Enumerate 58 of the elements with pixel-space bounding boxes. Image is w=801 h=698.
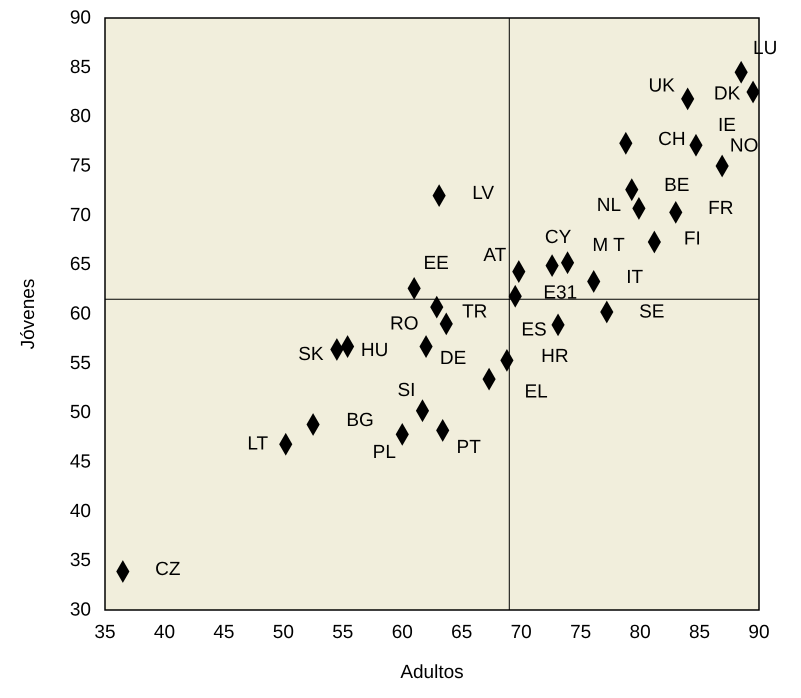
x-tick-label: 65	[451, 622, 472, 643]
y-axis-title: Jóvenes	[18, 278, 39, 350]
y-tick-label: 45	[70, 452, 91, 472]
annotation: SE	[639, 302, 664, 323]
annotation: EE	[423, 252, 449, 274]
y-tick-label: 65	[70, 254, 91, 276]
x-tick-label: 40	[154, 622, 176, 643]
annotation: FI	[684, 228, 701, 250]
annotation: RO	[390, 313, 419, 334]
y-tick-label: 75	[70, 156, 91, 176]
annotation: LT	[247, 434, 269, 455]
y-tick-label: 55	[70, 352, 91, 374]
annotation: AT	[483, 245, 507, 266]
y-tick-label: 50	[70, 402, 91, 424]
annotation: HU	[360, 340, 388, 362]
annotation: IE	[718, 114, 736, 136]
y-tick-label: 35	[70, 550, 91, 572]
annotation: M T	[592, 235, 626, 256]
y-tick-label: 40	[70, 500, 91, 522]
x-tick-label: 35	[94, 622, 116, 643]
annotation: E31	[543, 282, 578, 304]
annotation: NO	[730, 136, 758, 156]
annotation: PL	[372, 442, 396, 463]
x-tick-label: 60	[392, 622, 413, 643]
annotation: ES	[521, 319, 547, 340]
annotation: PT	[456, 436, 482, 458]
x-tick-label: 45	[213, 622, 234, 643]
y-tick-label: 70	[70, 204, 91, 226]
annotation: SI	[398, 380, 416, 402]
y-tick-label: 85	[70, 56, 91, 78]
annotation: CH	[658, 128, 686, 150]
y-tick-label: 30	[70, 600, 91, 620]
annotation: CZ	[155, 559, 181, 580]
x-tick-label: 80	[630, 622, 651, 643]
y-tick-label: 80	[70, 106, 91, 128]
annotation: FR	[708, 198, 734, 219]
x-tick-label: 85	[688, 622, 710, 643]
annotation: NL	[596, 194, 622, 216]
annotation: DK	[714, 84, 741, 104]
x-tick-label: 90	[748, 622, 770, 643]
x-axis-title: Adultos	[400, 662, 464, 683]
annotation: UK	[648, 75, 676, 96]
annotation: TR	[462, 302, 488, 323]
x-tick-label: 50	[272, 622, 294, 643]
annotation: BE	[664, 175, 690, 196]
annotation: BG	[346, 410, 374, 432]
x-tick-label: 75	[570, 622, 592, 643]
annotation: DE	[440, 348, 466, 370]
annotation: HR	[541, 346, 569, 367]
y-tick-label: 90	[70, 8, 91, 28]
annotation: SK	[298, 344, 324, 366]
x-tick-label: 70	[510, 622, 532, 643]
annotation: LV	[472, 183, 494, 204]
annotation: IT	[626, 266, 644, 288]
annotation: EL	[524, 382, 548, 403]
x-tick-label: 55	[332, 622, 354, 643]
annotation: CY	[544, 227, 572, 248]
y-tick-label: 60	[70, 304, 91, 324]
